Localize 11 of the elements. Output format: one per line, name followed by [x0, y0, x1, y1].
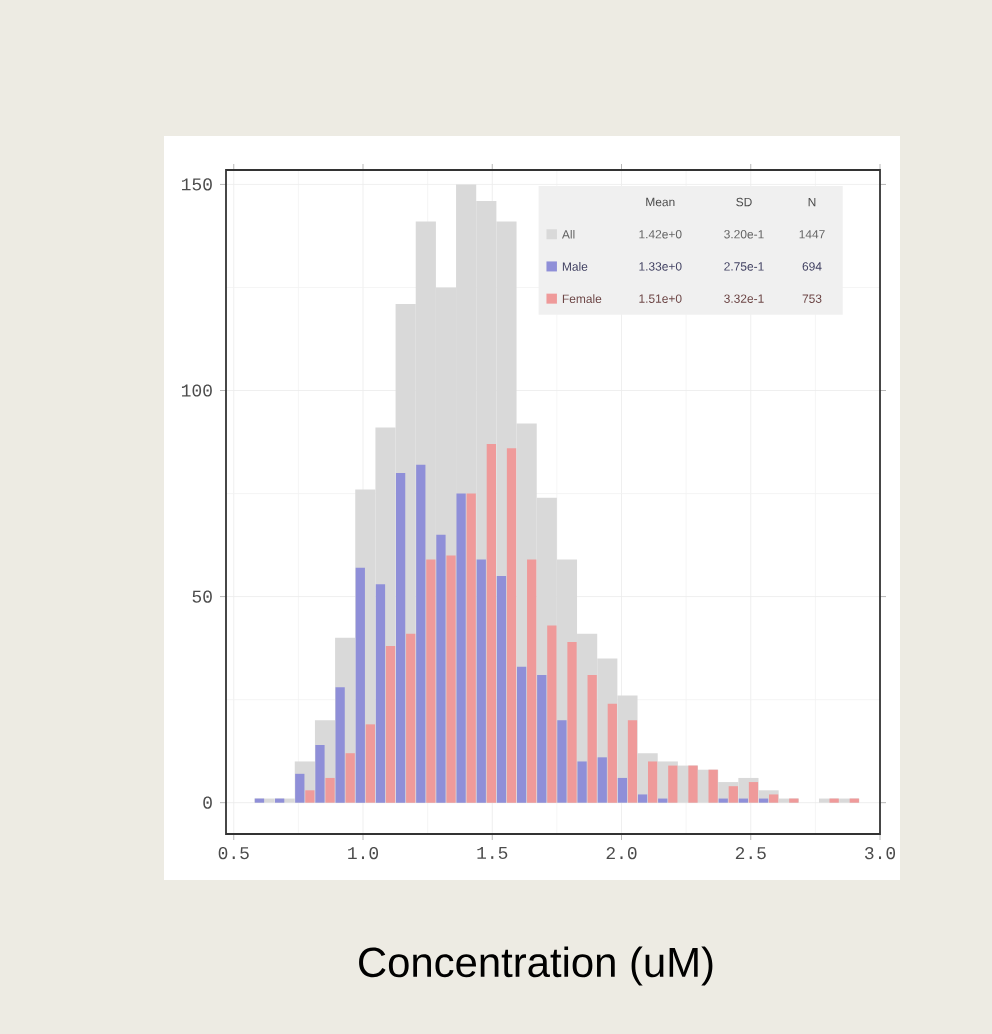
x-tick-label: 2.5	[735, 847, 766, 860]
x-tick-label: 3.0	[864, 847, 896, 860]
y-tick-label: 50	[192, 590, 212, 603]
x-tick-label: 0.5	[218, 847, 249, 860]
x-tick-label: 1.0	[348, 847, 379, 860]
x-tick-label: 2.0	[606, 847, 637, 860]
y-tick-label: 150	[181, 178, 212, 191]
y-tick-label: 100	[181, 384, 212, 397]
x-tick-label: 1.5	[477, 847, 508, 860]
y-tick-label: 0	[203, 796, 212, 809]
x-axis-title: Concentration (uM)	[359, 946, 713, 986]
